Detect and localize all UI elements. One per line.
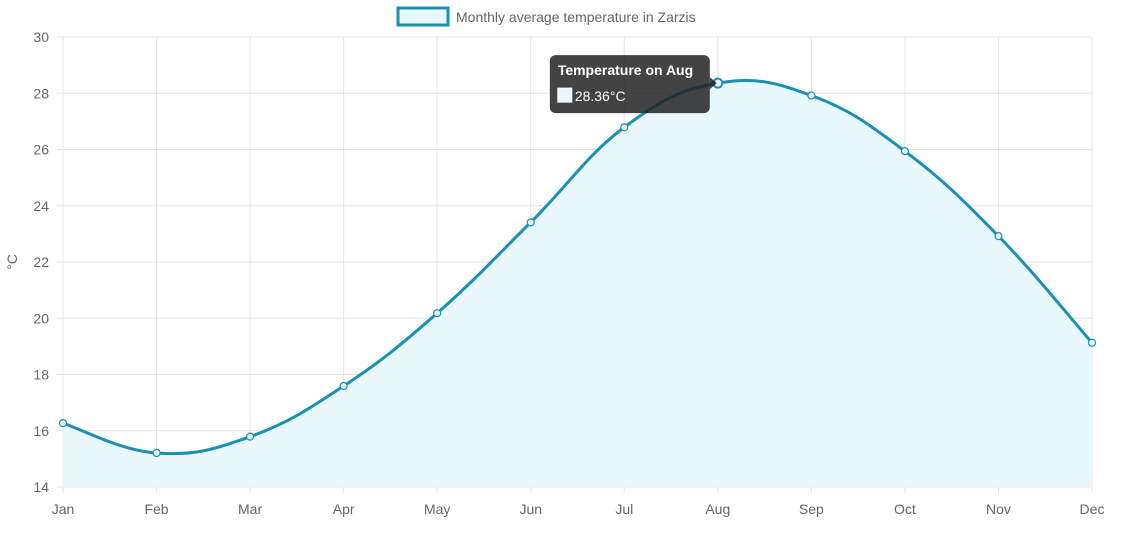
legend-swatch	[396, 6, 450, 27]
x-tick-label: Oct	[894, 501, 916, 517]
data-point[interactable]	[433, 309, 442, 318]
y-axis: 14 16 18 20 22 24 26 28 30	[33, 29, 49, 495]
series-area	[63, 80, 1092, 487]
x-axis: Jan Feb Mar Apr May Jun Jul Aug Sep Oct Nov Dec	[52, 501, 1105, 517]
data-point[interactable]	[1087, 338, 1097, 347]
y-tick-label: 26	[33, 142, 49, 158]
tooltip-swatch	[557, 87, 573, 103]
x-tick-label: Mar	[238, 501, 262, 517]
tooltip-title: Temperature on Aug	[558, 62, 693, 78]
y-tick-label: 30	[33, 29, 49, 45]
data-point[interactable]	[152, 448, 161, 458]
y-tick-label: 14	[33, 479, 49, 495]
data-point[interactable]	[245, 432, 255, 441]
x-tick-label: Jun	[519, 501, 542, 517]
x-tick-label: Dec	[1080, 501, 1105, 517]
tooltip-value: 28.36°C	[575, 88, 626, 104]
data-point[interactable]	[620, 123, 629, 132]
legend-label: Monthly average temperature in Zarzis	[456, 9, 696, 25]
data-point[interactable]	[900, 147, 910, 156]
data-point[interactable]	[58, 419, 68, 428]
tooltip-caret	[709, 77, 717, 90]
x-tick-label: Feb	[144, 501, 168, 517]
x-tick-label: Aug	[705, 501, 730, 517]
data-point[interactable]	[807, 91, 816, 100]
y-tick-label: 20	[33, 310, 49, 326]
x-tick-label: Jan	[52, 501, 75, 517]
tooltip-box	[549, 55, 710, 114]
y-tick-label: 24	[33, 198, 49, 214]
data-point[interactable]	[339, 381, 348, 391]
x-tick-label: Nov	[986, 501, 1011, 517]
data-point[interactable]	[526, 218, 535, 227]
y-axis-title: °C	[4, 254, 20, 270]
x-tick-label: Jul	[615, 501, 633, 517]
tooltip: Temperature on Aug 28.36°C	[549, 55, 717, 114]
y-tick-label: 22	[33, 254, 49, 270]
legend[interactable]: Monthly average temperature in Zarzis	[396, 6, 696, 27]
y-tick-label: 28	[33, 85, 49, 101]
y-tick-label: 16	[33, 423, 49, 439]
data-point[interactable]	[994, 232, 1003, 241]
x-tick-label: Apr	[333, 501, 355, 517]
x-tick-label: Sep	[799, 501, 824, 517]
x-tick-label: May	[424, 501, 450, 517]
y-tick-label: 18	[33, 367, 49, 383]
